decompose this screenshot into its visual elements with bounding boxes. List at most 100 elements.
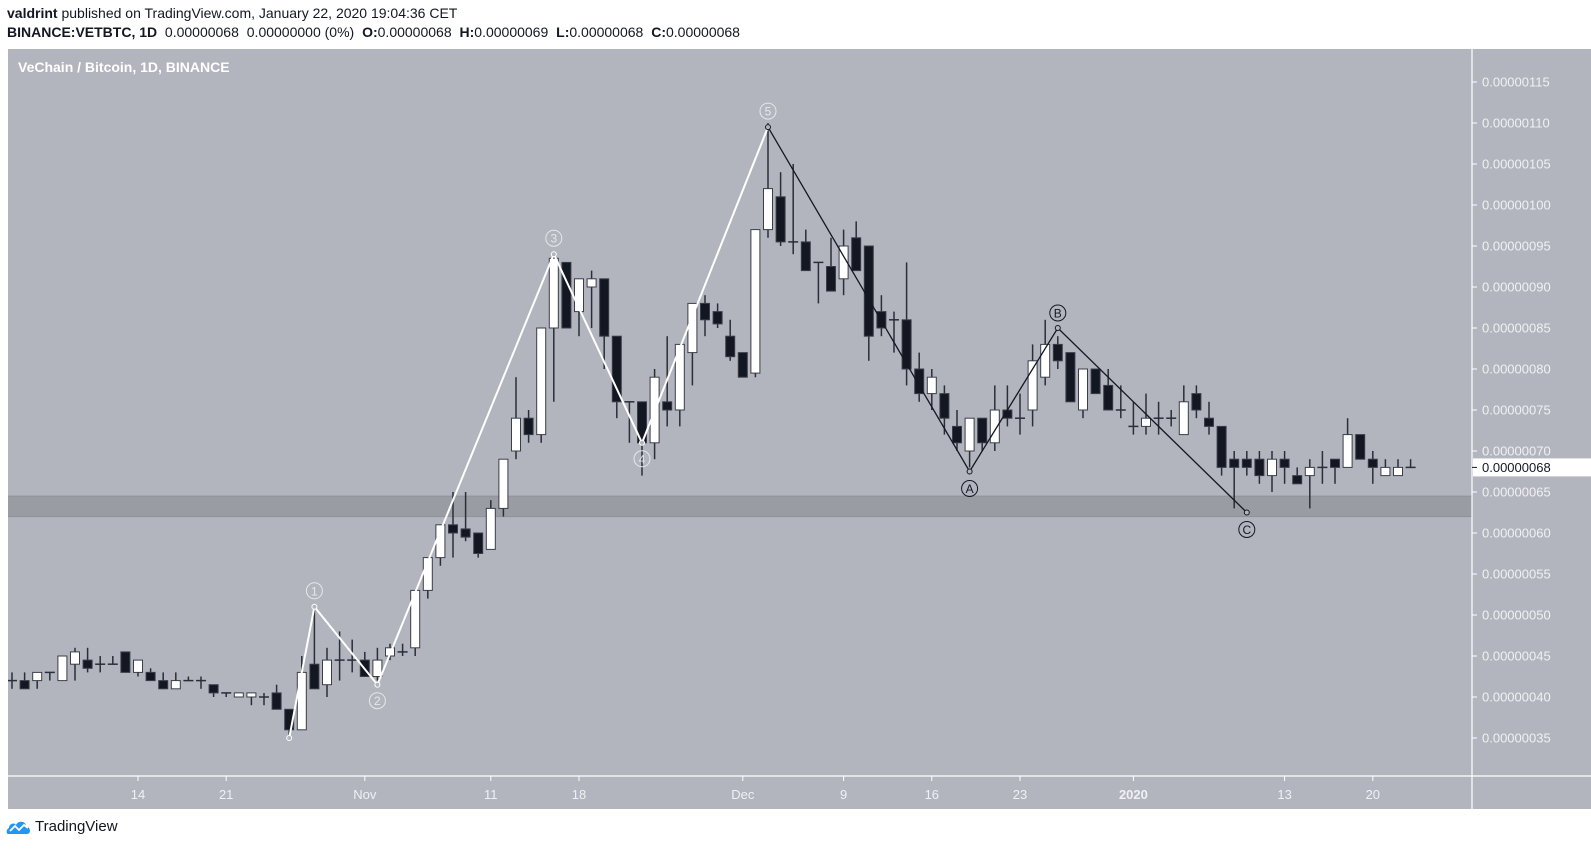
candle[interactable] — [120, 651, 131, 673]
wave-label-5-icon[interactable] — [759, 102, 777, 120]
price-tick-label: 0.00000045 — [1482, 649, 1551, 664]
corrective-wave-line[interactable] — [767, 126, 1248, 513]
candle[interactable] — [989, 409, 1000, 444]
candle[interactable] — [800, 241, 811, 272]
tradingview-logo[interactable]: TradingView — [6, 818, 118, 835]
candle[interactable] — [1065, 352, 1076, 403]
candle[interactable] — [1191, 393, 1202, 411]
candle[interactable] — [485, 507, 496, 550]
candle[interactable] — [1304, 466, 1315, 477]
candle[interactable] — [548, 257, 559, 329]
candle[interactable] — [763, 188, 773, 231]
candle[interactable] — [1141, 417, 1151, 427]
candle[interactable] — [208, 684, 219, 694]
candle[interactable] — [725, 335, 736, 358]
candle[interactable] — [1216, 425, 1227, 468]
time-axis[interactable]: 14 21 Nov 11 18 Dec 9 16 23 2020 13 20 — [131, 776, 1380, 802]
price-axis[interactable]: 0.00000035 0.00000040 0.00000045 0.00000050… — [1472, 75, 1551, 746]
candle[interactable] — [448, 524, 458, 534]
candle[interactable] — [511, 417, 521, 452]
candle[interactable] — [133, 659, 143, 673]
candle[interactable] — [1279, 458, 1290, 468]
candle[interactable] — [611, 335, 622, 403]
candle[interactable] — [750, 229, 761, 374]
candle[interactable] — [1367, 458, 1378, 468]
candle[interactable] — [977, 417, 988, 444]
candle[interactable] — [586, 278, 597, 288]
high-value: 0.00000069 — [474, 24, 549, 40]
candle[interactable] — [1393, 466, 1403, 477]
candle[interactable] — [826, 266, 836, 292]
wave-label-b-icon[interactable] — [1049, 304, 1067, 322]
candle[interactable] — [70, 651, 80, 665]
candle[interactable] — [170, 680, 181, 690]
candle[interactable] — [309, 663, 320, 690]
candle[interactable] — [851, 237, 862, 272]
chart-panel[interactable]: 1 2 3 4 5 A B C 0.00000035 0.00000040 0.00000045 0.… — [8, 49, 1591, 809]
candle[interactable] — [775, 196, 786, 243]
candle[interactable] — [1027, 360, 1038, 411]
candle[interactable] — [1254, 458, 1265, 477]
candle[interactable] — [674, 343, 685, 411]
candle[interactable] — [1052, 343, 1063, 362]
candle[interactable] — [901, 319, 912, 370]
candle[interactable] — [838, 245, 849, 280]
candle[interactable] — [599, 278, 610, 337]
candle[interactable] — [574, 278, 584, 313]
candle[interactable] — [1103, 384, 1114, 411]
candle[interactable] — [271, 692, 282, 710]
candle[interactable] — [233, 692, 244, 698]
candle[interactable] — [662, 401, 673, 411]
candle[interactable] — [1267, 458, 1277, 477]
candle[interactable] — [1292, 475, 1303, 485]
candle[interactable] — [939, 393, 950, 419]
candle[interactable] — [57, 655, 68, 682]
candle[interactable] — [1078, 368, 1088, 411]
candle[interactable] — [1380, 466, 1391, 477]
candle[interactable] — [1229, 458, 1240, 468]
wave-label-1-icon[interactable] — [305, 582, 323, 600]
candle[interactable] — [372, 659, 383, 677]
candle[interactable] — [1355, 434, 1366, 460]
candle[interactable] — [498, 458, 509, 509]
price-change: 0.00000000 (0%) — [246, 24, 355, 40]
candle[interactable] — [1090, 368, 1101, 395]
candle[interactable] — [863, 245, 874, 337]
candle[interactable] — [536, 327, 547, 436]
candle[interactable] — [1204, 417, 1214, 427]
candle[interactable] — [1040, 343, 1051, 378]
candle[interactable] — [952, 425, 962, 444]
tradingview-brand: TradingView — [35, 818, 118, 835]
candle[interactable] — [926, 376, 937, 395]
candle[interactable] — [322, 659, 332, 686]
candle[interactable] — [523, 417, 534, 436]
candle[interactable] — [914, 368, 925, 395]
wave-label-4-icon[interactable] — [633, 450, 651, 468]
candle[interactable] — [561, 261, 572, 329]
candle[interactable] — [32, 671, 43, 682]
support-zone[interactable] — [8, 496, 1472, 517]
wave-label-a-icon[interactable] — [961, 480, 979, 497]
candle[interactable] — [296, 671, 307, 731]
candle[interactable] — [145, 671, 156, 682]
candle[interactable] — [1342, 434, 1353, 468]
candle[interactable] — [460, 528, 471, 538]
candle[interactable] — [1178, 401, 1189, 436]
candle[interactable] — [82, 659, 93, 669]
candle[interactable] — [737, 352, 748, 378]
candle[interactable] — [1330, 458, 1340, 468]
candle[interactable] — [19, 680, 30, 690]
candlestick-chart[interactable]: 12345ABC0.000000350.000000400.000000450.… — [8, 49, 1591, 809]
candle[interactable] — [964, 417, 975, 452]
wave-label-3-icon[interactable] — [545, 229, 563, 247]
wave-label-2-icon[interactable] — [368, 692, 386, 710]
candle[interactable] — [712, 311, 723, 325]
candle[interactable] — [1241, 458, 1252, 468]
candle[interactable] — [158, 680, 169, 690]
candle[interactable] — [246, 692, 257, 698]
candle[interactable] — [473, 532, 484, 554]
impulse-wave-line[interactable] — [288, 126, 769, 739]
candle[interactable] — [700, 302, 710, 321]
time-tick-label: 9 — [840, 787, 847, 802]
wave-label-c-icon[interactable] — [1238, 521, 1256, 538]
